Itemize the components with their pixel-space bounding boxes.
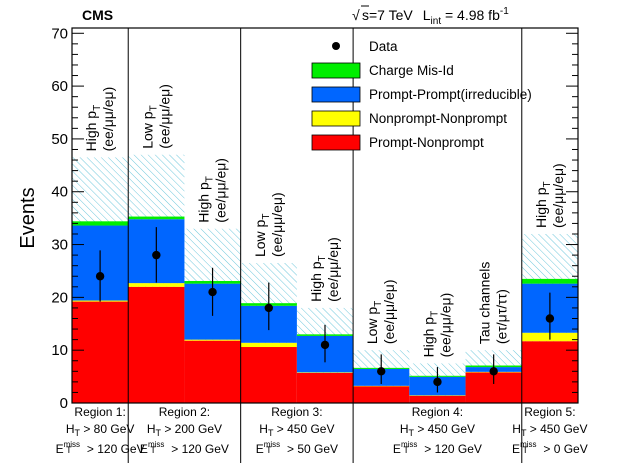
region-met-cut-2: Emiss T > 120 GeV	[140, 440, 229, 456]
region-name-2: Region 2:	[159, 405, 210, 419]
bar-prompt-nonprompt-7	[409, 395, 466, 403]
region-ht-cut-5: HT > 450 GeV	[512, 422, 587, 438]
data-point-5	[320, 340, 330, 350]
bar-charge-misid-1	[72, 221, 129, 226]
bar-prompt-nonprompt-6	[353, 386, 410, 403]
bin-label-line2-9: (ee/μμ/eμ)	[550, 163, 566, 228]
region-ht-cut-3: HT > 450 GeV	[259, 422, 334, 438]
data-point-8	[489, 367, 498, 376]
region-name-5: Region 5:	[524, 405, 575, 419]
data-point-4	[264, 303, 273, 313]
y-tick-label-30: 30	[51, 237, 68, 254]
bar-charge-misid-2	[128, 216, 185, 220]
bin-label-8: Tau channels	[477, 262, 493, 345]
data-point-9	[545, 314, 555, 323]
legend-marker-data	[332, 42, 340, 50]
region-label-4: Region 4: HT > 450 GeV Emiss T > 120 GeV	[393, 405, 482, 456]
bin-label-line2-1: (ee/μμ/eμ)	[100, 87, 116, 152]
sqrt-s-symbol: √	[352, 7, 360, 23]
bin-label-line2-7: (ee/μμ/eμ)	[437, 293, 453, 358]
region-ht-cut-4: HT > 450 GeV	[400, 422, 475, 438]
y-tick-label-20: 20	[51, 289, 68, 306]
bar-prompt-nonprompt-3	[184, 340, 241, 403]
data-point-1	[95, 272, 105, 281]
legend-label-data: Data	[369, 39, 398, 54]
region-ht-cut-1: HT > 80 GeV	[66, 422, 135, 438]
y-tick-label-70: 70	[51, 25, 68, 42]
bar-nonprompt-nonprompt-7	[409, 395, 466, 396]
bar-prompt-nonprompt-2	[128, 286, 185, 403]
bin-label-5: High pT	[308, 255, 328, 302]
experiment-label: CMS	[82, 7, 113, 23]
bar-nonprompt-nonprompt-4	[240, 342, 297, 348]
legend-label-nonprompt-nonprompt: Nonprompt-Nonprompt	[369, 111, 507, 126]
bin-label-line2-3: (ee/μμ/eμ)	[213, 158, 229, 223]
region-name-4: Region 4:	[412, 405, 463, 419]
bar-prompt-nonprompt-9	[521, 341, 578, 403]
bin-label-6: Low pT	[364, 301, 384, 344]
lumi-label: √ s=7 TeV Lint = 4.98 fb-1	[352, 5, 509, 27]
bin-label-7: High pT	[420, 311, 440, 358]
region-met-cut-4: Emiss T > 120 GeV	[393, 440, 482, 456]
region-label-1: Region 1: HT > 80 GeV Emiss T > 120 GeV	[56, 405, 145, 456]
bar-charge-misid-9	[521, 278, 578, 284]
lumi-text: s=7 TeV Lint = 4.98 fb-1	[362, 6, 509, 27]
bin-label-line2-8: (eτ/μτ/ττ)	[494, 289, 510, 344]
region-met-cut-1: Emiss T > 120 GeV	[56, 440, 145, 456]
y-tick-label-40: 40	[51, 184, 68, 201]
legend-label-prompt-prompt: Prompt-Prompt(irreducible)	[369, 87, 532, 102]
plot-frame	[71, 27, 579, 404]
bin-label-9: High pT	[533, 181, 553, 228]
y-tick-label-60: 60	[51, 78, 68, 95]
bar-prompt-nonprompt-5	[296, 372, 354, 403]
y-tick-label-10: 10	[51, 342, 68, 359]
bin-label-4: Low pT	[252, 214, 272, 257]
legend-swatch-prompt-nonprompt	[311, 134, 361, 151]
bar-nonprompt-nonprompt-6	[353, 385, 410, 387]
bin-label-2: Low pT	[139, 105, 159, 148]
legend-label-prompt-nonprompt: Prompt-Nonprompt	[369, 135, 484, 150]
region-met-cut-5: Emiss T > 0 GeV	[512, 440, 588, 456]
region-name-1: Region 1:	[74, 405, 125, 419]
bar-nonprompt-nonprompt-5	[296, 372, 354, 373]
plot-area	[72, 154, 578, 403]
region-label-3: Region 3: HT > 450 GeV Emiss T > 50 GeV	[256, 405, 338, 456]
bin-label-1: High pT	[83, 105, 103, 152]
data-point-6	[377, 367, 386, 376]
data-point-3	[208, 287, 217, 297]
bin-labels: High pT(ee/μμ/eμ) Low pT(ee/μμ/eμ)High pT…	[83, 84, 566, 357]
y-tick-label-50: 50	[51, 131, 68, 148]
axes: 0 10 20 30 40 50 60 70	[51, 25, 579, 463]
bar-prompt-nonprompt-1	[72, 301, 129, 403]
data-point-7	[433, 377, 442, 387]
bin-label-line2-5: (ee/μμ/eμ)	[325, 237, 341, 302]
legend-swatch-prompt-prompt	[311, 86, 361, 103]
legend-label-charge-misid: Charge Mis-Id	[369, 63, 454, 78]
bin-label-line2-2: (ee/μμ/eμ)	[156, 84, 172, 149]
y-tick-label-0: 0	[60, 395, 68, 412]
bin-label-3: High pT	[196, 176, 216, 223]
region-ht-cut-2: HT > 200 GeV	[147, 422, 222, 438]
legend-swatch-nonprompt-nonprompt	[311, 110, 361, 127]
data-point-2	[152, 250, 161, 260]
y-axis-title: Events	[17, 187, 39, 248]
legend-swatch-charge-misid	[311, 62, 361, 79]
region-met-cut-3: Emiss T > 50 GeV	[256, 440, 338, 456]
legend: Data Charge Mis-Id Prompt-Prompt(irreducib…	[311, 39, 532, 151]
bin-label-line2-6: (ee/μμ/eμ)	[381, 280, 397, 345]
bin-label-line2-4: (ee/μμ/eμ)	[269, 192, 285, 257]
bar-nonprompt-nonprompt-2	[128, 283, 185, 287]
bar-nonprompt-nonprompt-3	[184, 339, 241, 341]
region-label-2: Region 2: HT > 200 GeV Emiss T > 120 GeV	[140, 405, 229, 456]
region-label-5: Region 5: HT > 450 GeV Emiss T > 0 GeV	[512, 405, 588, 456]
bar-prompt-nonprompt-4	[240, 347, 297, 403]
region-name-3: Region 3:	[271, 405, 322, 419]
